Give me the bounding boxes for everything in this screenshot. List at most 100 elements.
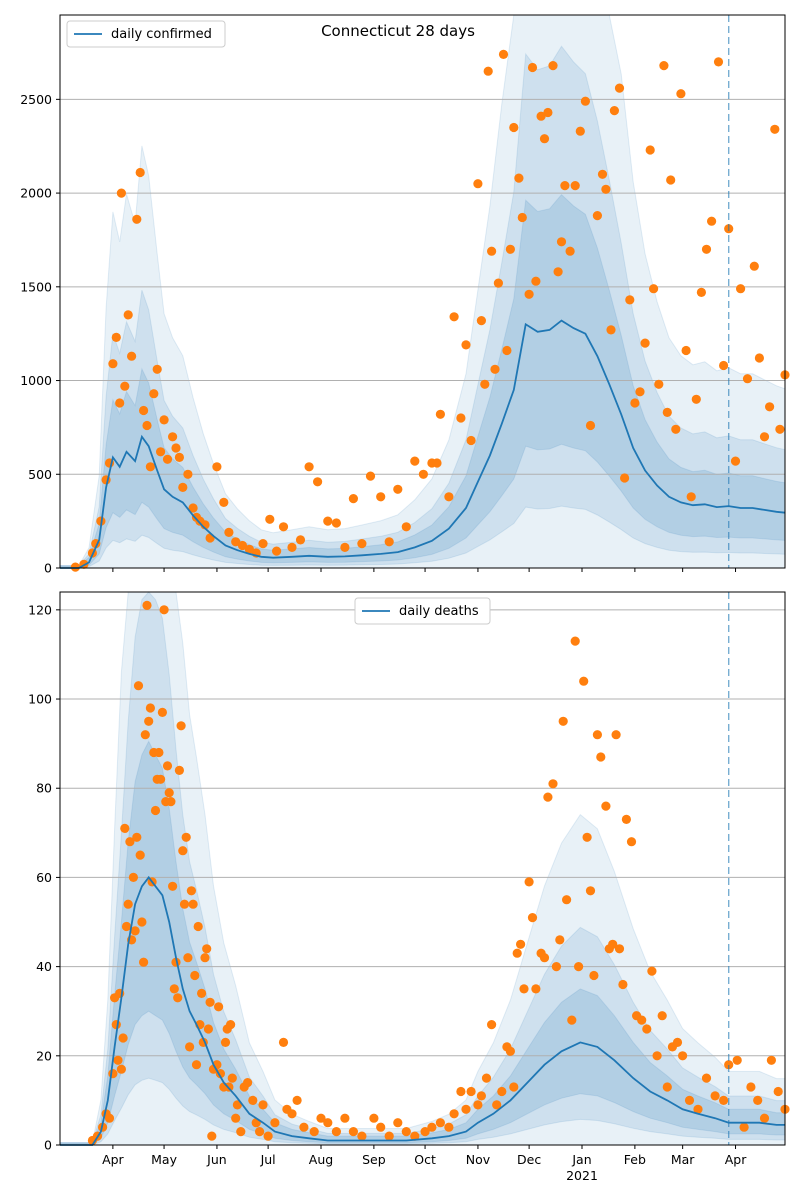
data-point	[701, 244, 712, 254]
data-point	[207, 1131, 217, 1141]
data-point	[191, 1060, 202, 1070]
data-point	[174, 452, 184, 462]
data-point	[144, 716, 154, 726]
data-point	[642, 1024, 652, 1034]
x-axis-ticks: Apr May Jun Jul Aug Sep Oct Nov Dec Jan Feb Mar Apr 2…	[102, 1145, 747, 1183]
data-point	[188, 503, 198, 513]
data-point	[626, 837, 637, 847]
data-point	[585, 420, 596, 431]
data-point	[243, 1078, 253, 1088]
data-point	[509, 122, 519, 133]
data-point	[369, 1113, 379, 1123]
data-point	[410, 456, 420, 466]
data-point	[393, 484, 403, 494]
data-point	[524, 877, 534, 887]
data-point	[183, 469, 193, 479]
data-point	[265, 514, 275, 524]
data-point	[601, 801, 611, 811]
data-point	[111, 1020, 121, 1030]
data-point	[773, 1086, 783, 1097]
data-point	[224, 527, 234, 538]
data-point	[681, 345, 691, 356]
data-point	[444, 492, 454, 502]
data-point	[519, 984, 529, 994]
data-point	[476, 1091, 486, 1101]
data-point	[585, 886, 596, 896]
data-point	[565, 246, 575, 256]
data-point	[331, 1127, 341, 1137]
confirmed-panel: 0 500 1000 1500 2000 2500 Connecticut 28 days…	[20, 14, 790, 576]
data-point	[185, 1042, 195, 1052]
data-point	[118, 1033, 128, 1043]
data-point	[618, 979, 628, 990]
data-point	[348, 494, 358, 504]
data-point	[746, 1082, 756, 1092]
data-point	[684, 1095, 695, 1105]
data-point	[120, 381, 130, 391]
chart-title: Connecticut 28 days	[321, 22, 475, 40]
x-tick-label: Dec	[517, 1152, 541, 1167]
y-tick-label: 20	[36, 1048, 52, 1063]
data-point	[113, 1055, 123, 1065]
data-point	[516, 939, 526, 949]
data-point	[236, 1127, 246, 1137]
observed-points	[87, 600, 790, 1146]
data-point	[174, 765, 184, 776]
data-point	[492, 1100, 502, 1110]
data-point	[620, 473, 630, 483]
data-point	[652, 1051, 662, 1061]
data-point	[166, 797, 176, 807]
data-point	[770, 124, 780, 134]
data-point	[487, 246, 497, 256]
data-point	[178, 482, 188, 492]
data-point	[742, 374, 753, 384]
data-point	[710, 1091, 720, 1101]
data-point	[145, 703, 155, 713]
data-point	[121, 921, 132, 932]
data-point	[173, 993, 183, 1003]
data-point	[579, 676, 589, 686]
data-point	[164, 788, 174, 798]
data-point	[570, 181, 580, 191]
data-point	[466, 1086, 476, 1097]
data-point	[226, 1020, 236, 1030]
data-point	[637, 1015, 647, 1025]
data-point	[517, 212, 527, 223]
data-point	[676, 89, 686, 99]
data-point	[509, 1082, 519, 1092]
data-point	[649, 284, 659, 294]
data-point	[309, 1127, 319, 1137]
data-point	[127, 351, 137, 361]
data-point	[190, 970, 200, 981]
data-point	[597, 169, 608, 179]
data-point	[108, 359, 118, 369]
y-axis-ticks: 0 500 1000 1500 2000 2500	[20, 92, 60, 576]
x-tick-label: May	[151, 1152, 177, 1167]
data-point	[560, 181, 570, 191]
data-point	[580, 96, 591, 106]
data-point	[125, 837, 135, 847]
data-point	[775, 424, 785, 434]
data-point	[490, 364, 500, 374]
data-point	[678, 1051, 688, 1061]
data-point	[111, 332, 121, 342]
data-point	[108, 1069, 118, 1079]
data-point	[248, 1095, 258, 1105]
x-tick-label: Oct	[414, 1152, 436, 1167]
data-point	[128, 872, 138, 883]
data-point	[130, 926, 140, 936]
y-tick-label: 1500	[20, 279, 52, 294]
data-point	[759, 432, 770, 442]
data-point	[570, 636, 580, 646]
data-point	[212, 462, 222, 472]
data-point	[278, 522, 289, 532]
data-point	[543, 107, 553, 118]
data-point	[244, 544, 254, 554]
x-tick-label: Jul	[260, 1152, 276, 1167]
data-point	[137, 917, 147, 927]
data-point	[435, 409, 445, 419]
data-point	[159, 605, 169, 615]
data-point	[142, 600, 152, 611]
data-point	[654, 379, 664, 389]
